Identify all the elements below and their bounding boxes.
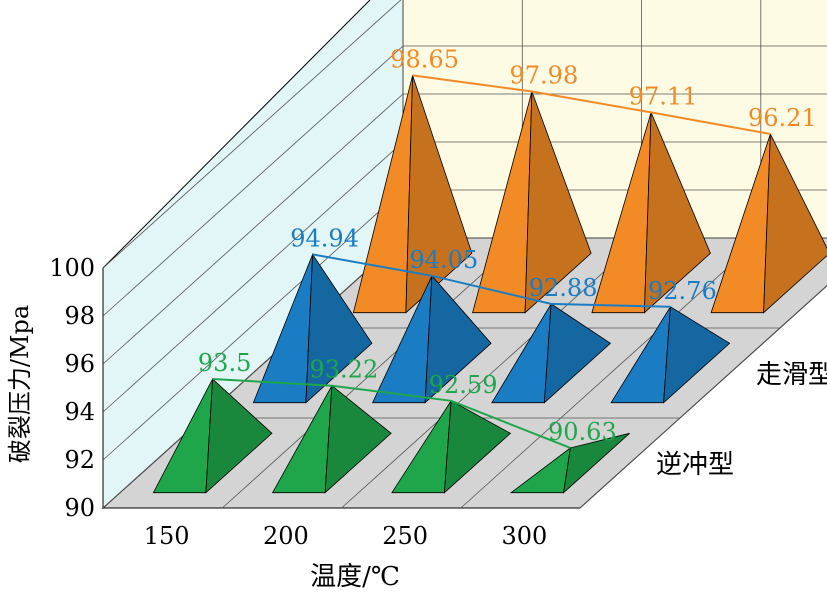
- x-axis-label: 温度/℃: [310, 562, 400, 592]
- data-label: 94.94: [290, 224, 359, 252]
- series-line: [312, 253, 671, 308]
- pyramid: [710, 133, 827, 314]
- data-label: 96.21: [748, 104, 817, 132]
- y-tick-label: 90: [64, 494, 95, 522]
- data-label: 92.59: [429, 371, 498, 399]
- data-label: 94.05: [410, 246, 479, 274]
- data-label: 93.22: [310, 356, 379, 384]
- pyramids: [152, 75, 827, 494]
- y-tick-label: 92: [64, 446, 95, 474]
- x-tick-label: 200: [263, 522, 309, 550]
- data-label: 92.76: [648, 277, 717, 305]
- data-label: 92.88: [529, 274, 598, 302]
- data-label: 93.5: [198, 349, 251, 377]
- pyramid: [491, 303, 612, 404]
- data-label: 97.98: [510, 61, 579, 89]
- series-line: [212, 378, 571, 449]
- pyramid: [152, 378, 273, 494]
- pyramid: [371, 274, 492, 404]
- data-label: 97.11: [629, 82, 698, 110]
- pyramid: [352, 75, 473, 314]
- series-label: 逆冲型: [656, 450, 734, 480]
- data-label: 98.65: [390, 45, 459, 73]
- pyramid: [391, 400, 512, 494]
- series-line: [412, 74, 771, 135]
- data-label: 90.63: [548, 418, 617, 446]
- series-label: 走滑型: [756, 360, 827, 390]
- pyramid: [271, 384, 392, 494]
- pyramid: [472, 91, 592, 314]
- y-tick-label: 96: [64, 350, 95, 378]
- chart-labels: 98.6597.9897.1196.21正断型94.9494.0592.8892…: [49, 45, 827, 550]
- x-tick-label: 150: [144, 522, 190, 550]
- pyramid: [591, 112, 711, 314]
- pyramid: [509, 432, 630, 494]
- y-tick-label: 94: [64, 398, 95, 426]
- x-tick-label: 300: [501, 522, 547, 550]
- y-axis-label: 破裂压力/Mpa: [6, 305, 34, 463]
- x-tick-label: 250: [382, 522, 428, 550]
- y-tick-label: 100: [49, 254, 95, 282]
- series-lines: [212, 74, 771, 449]
- y-gridline: [102, 0, 402, 269]
- y-tick-label: 98: [64, 302, 95, 330]
- pyramid: [610, 306, 731, 404]
- pyramid: [252, 253, 373, 404]
